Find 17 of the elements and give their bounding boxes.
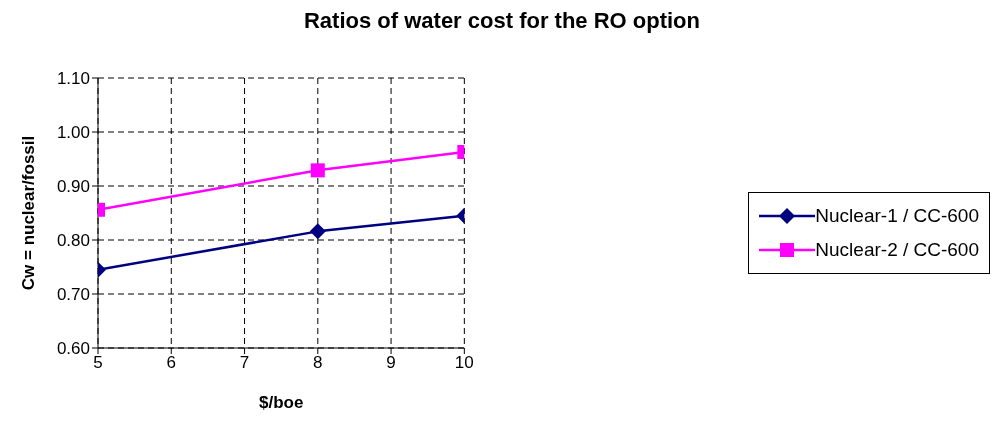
x-tick-label: 6 xyxy=(166,353,176,373)
y-axis-title: Cw = nuclear/fossil xyxy=(19,135,39,291)
x-tick-label: 7 xyxy=(239,353,250,373)
y-tick-label: 0.60 xyxy=(56,339,90,359)
legend-label: Nuclear-2 / CC-600 xyxy=(815,239,979,261)
x-tick-label: 10 xyxy=(454,353,474,373)
x-tick-label: 8 xyxy=(313,353,323,373)
x-axis-title: $/boe xyxy=(258,393,304,412)
legend-label: Nuclear-1 / CC-600 xyxy=(815,205,979,227)
x-tick-label: 9 xyxy=(386,353,396,373)
chart-title: Ratios of water cost for the RO option xyxy=(303,8,701,35)
x-tick-label: 5 xyxy=(93,353,103,373)
y-tick-label: 1.10 xyxy=(56,69,90,89)
y-tick-label: 0.80 xyxy=(56,231,90,251)
y-tick-label: 0.70 xyxy=(56,285,90,305)
y-tick-label: 0.90 xyxy=(56,177,90,197)
y-tick-label: 1.00 xyxy=(56,123,90,143)
